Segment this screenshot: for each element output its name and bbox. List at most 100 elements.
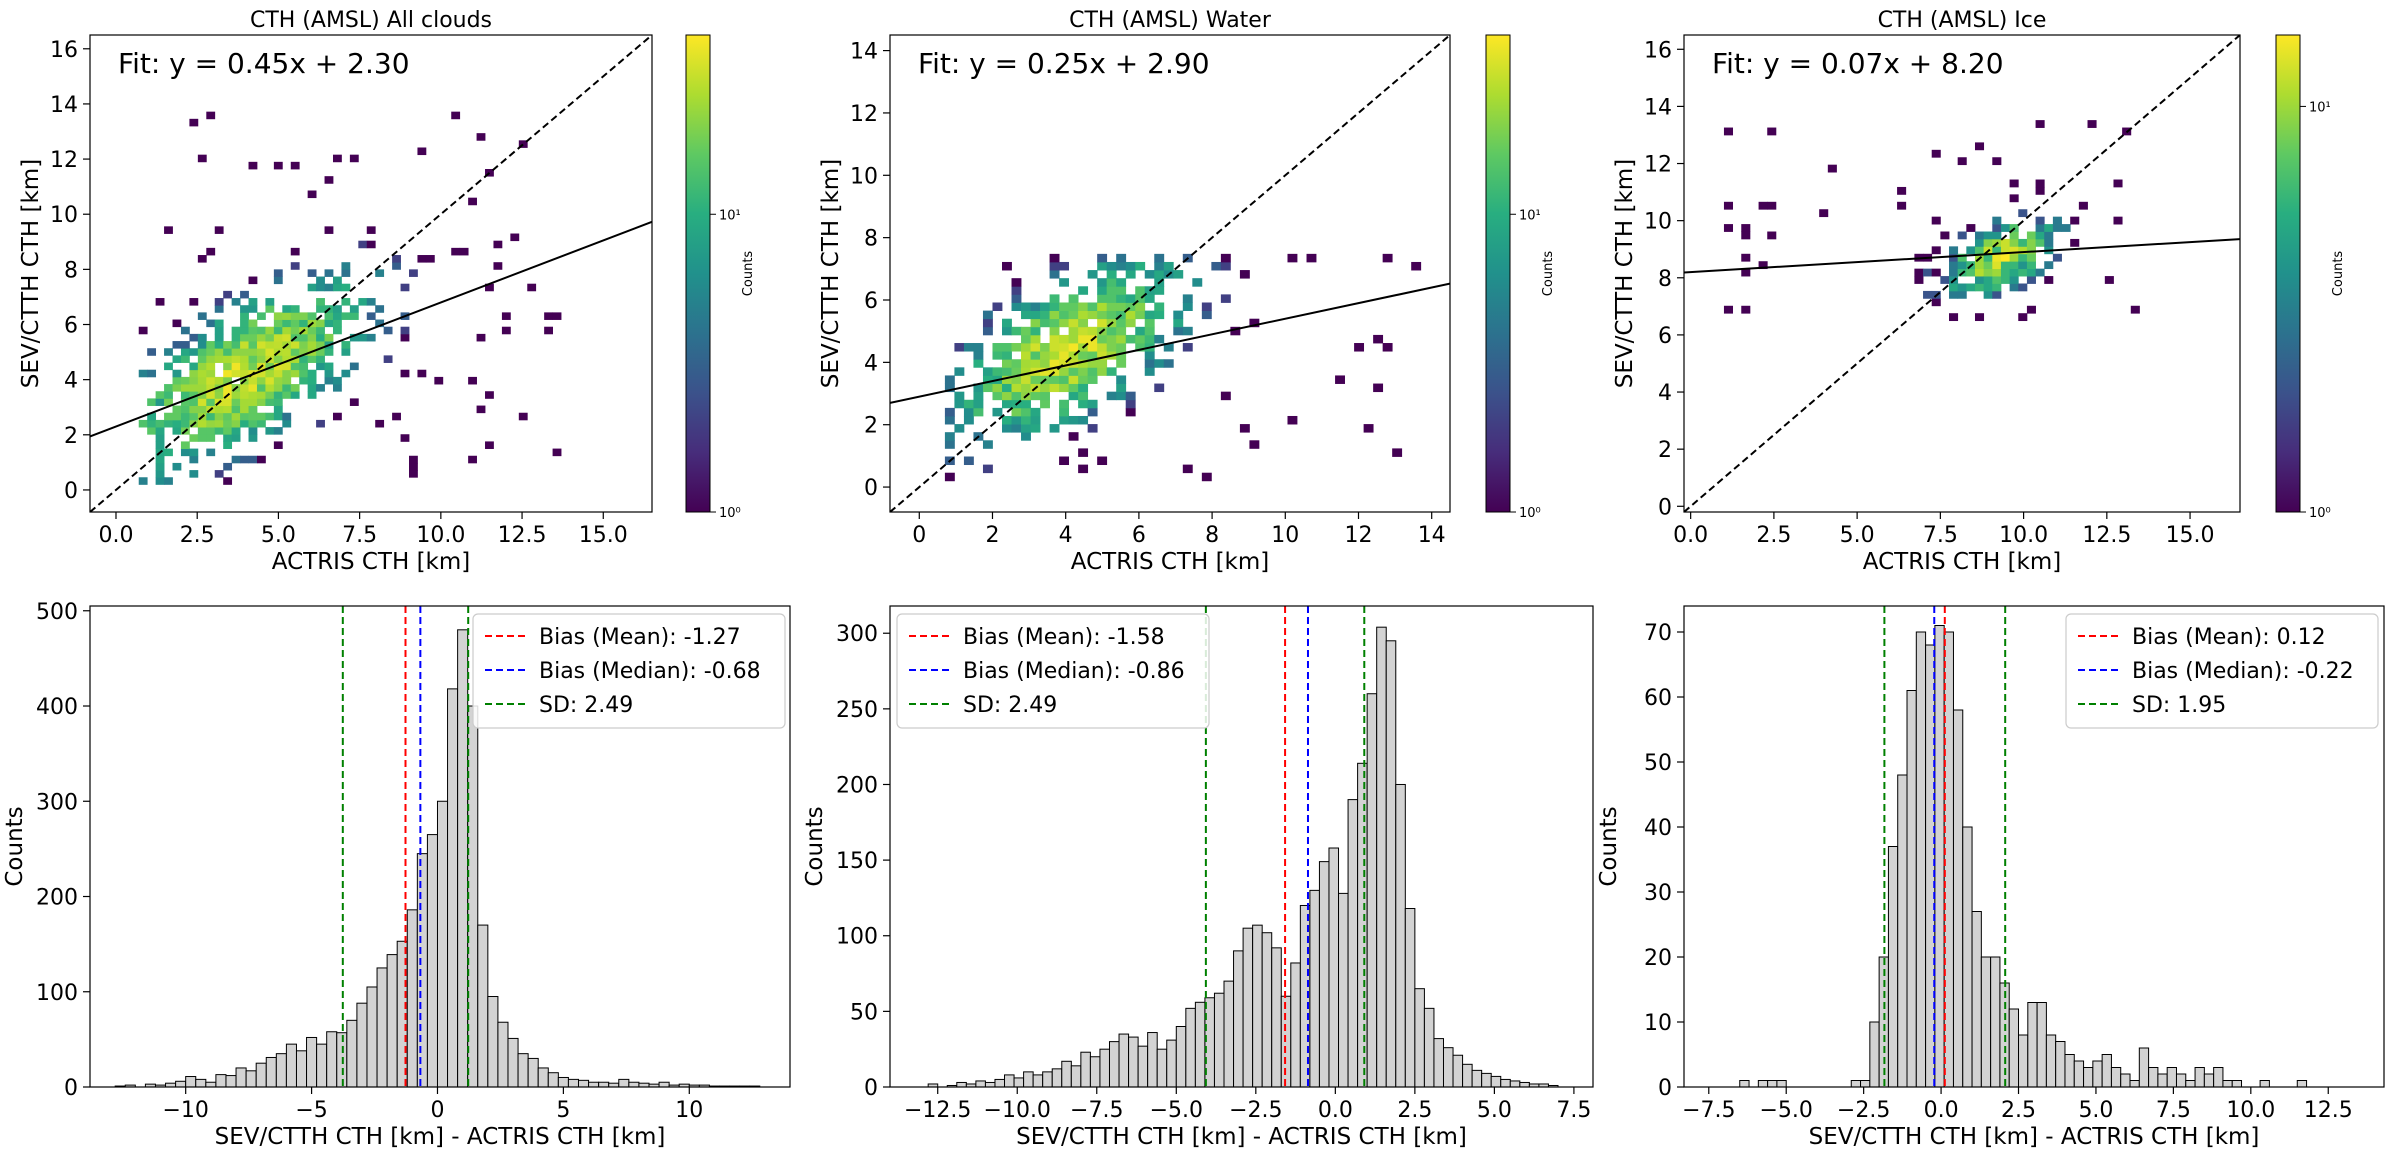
- heatmap-3-cell: [1931, 149, 1941, 158]
- heatmap-1-cell: [273, 398, 283, 406]
- heatmap-1-cell: [468, 376, 477, 385]
- heatmap-1-ytick-label: 6: [64, 314, 78, 339]
- histogram-2-bar: [956, 1081, 967, 1087]
- heatmap-1-cell: [273, 412, 283, 421]
- heatmap-1-cell: [206, 362, 216, 371]
- heatmap-3-cell: [1949, 313, 1959, 322]
- heatmap-3-cell: [1983, 290, 1993, 299]
- heatmap-2-cell: [1068, 432, 1079, 441]
- heatmap-3-cell: [2018, 261, 2028, 270]
- heatmap-1-cell: [240, 391, 249, 399]
- heatmap-3-cell: [1983, 261, 1993, 270]
- heatmap-2-cell: [1201, 472, 1212, 482]
- heatmap-2-cell: [1154, 310, 1165, 320]
- heatmap-1-cell: [256, 398, 266, 406]
- histogram-3-bar: [2045, 1034, 2057, 1087]
- heatmap-1-cell: [417, 369, 427, 378]
- heatmap-2-cell: [1011, 424, 1022, 433]
- heatmap-1-cell: [180, 348, 190, 356]
- heatmap-1-cell: [248, 319, 258, 328]
- histogram-2-bar: [1547, 1084, 1559, 1087]
- heatmap-1-cell: [307, 269, 317, 277]
- histogram-3-ytick-label: 0: [1658, 1076, 1672, 1101]
- histogram-3-bar: [1906, 690, 1917, 1087]
- heatmap-3-cell: [1992, 216, 2002, 225]
- heatmap-1-cell: [383, 355, 393, 363]
- heatmap-2-cell: [1011, 294, 1022, 303]
- heatmap-1-cell: [231, 412, 241, 421]
- heatmap-2-cell: [1011, 326, 1022, 336]
- heatmap-1-cell: [189, 434, 199, 442]
- heatmap-2-cell: [1059, 415, 1070, 425]
- heatmap-2-cell: [963, 407, 974, 417]
- heatmap-1-cell: [273, 427, 283, 435]
- heatmap-2-cell: [1049, 424, 1060, 433]
- heatmap-1-cell: [316, 333, 325, 342]
- histogram-2-bar: [1519, 1081, 1530, 1087]
- heatmap-2-ytick-label: 6: [864, 289, 878, 314]
- heatmap-3-cell: [1949, 253, 1959, 262]
- heatmap-2-cell: [1154, 359, 1165, 368]
- heatmap-3-cell: [2113, 179, 2123, 188]
- heatmap-3-cell: [1974, 238, 1985, 247]
- heatmap-2-cell: [992, 383, 1003, 393]
- heatmap-1-cell: [400, 369, 410, 378]
- heatmap-2-cell: [1059, 334, 1070, 344]
- heatmap-1-cell: [248, 455, 258, 464]
- heatmap-1-cell: [425, 255, 435, 263]
- histogram-2-bar: [1347, 799, 1359, 1087]
- heatmap-1-cell: [341, 262, 351, 270]
- heatmap-1-cell: [180, 384, 190, 392]
- histogram-1-xtick-label: 0: [430, 1098, 444, 1123]
- heatmap-1-cell: [451, 111, 461, 120]
- heatmap-1-cell: [341, 369, 351, 378]
- histogram-2-bar: [1481, 1072, 1492, 1087]
- histogram-1-ytick-label: 400: [36, 695, 78, 720]
- heatmap-1-cell: [248, 434, 258, 442]
- heatmap-1-cell: [265, 427, 275, 435]
- heatmap-1-cell: [332, 283, 342, 292]
- heatmap-1-cell: [392, 262, 401, 270]
- heatmap-1-cell: [273, 333, 283, 342]
- heatmap-3-cell: [2009, 283, 2019, 292]
- heatmap-1-cell: [197, 419, 207, 428]
- heatmap-3-cell: [2035, 216, 2045, 225]
- heatmap-1-cell: [273, 441, 283, 449]
- heatmap-2-cell: [973, 391, 984, 401]
- heatmap-1-cell: [299, 369, 309, 378]
- heatmap-2-cell: [1021, 432, 1031, 441]
- histogram-2-xtick-label: 5.0: [1477, 1098, 1512, 1123]
- heatmap-1-cell: [172, 405, 182, 414]
- heatmap-1-cell: [214, 305, 224, 313]
- heatmap-1-cell: [290, 312, 300, 320]
- heatmap-2-cell: [1335, 375, 1345, 384]
- heatmap-2-cell: [1021, 399, 1031, 409]
- heatmap-2-cell: [1135, 326, 1146, 336]
- heatmap-3-ytick-label: 0: [1658, 495, 1672, 520]
- heatmap-2-cell: [1087, 367, 1098, 376]
- histogram-2-bar: [1290, 962, 1301, 1087]
- histogram-2-legend-label: Bias (Median): -0.86: [963, 659, 1185, 684]
- heatmap-1-cell: [459, 247, 469, 256]
- histogram-2-bar: [1223, 980, 1235, 1087]
- heatmap-1-cell: [189, 333, 199, 342]
- heatmap-2-colorbar: [1485, 34, 1511, 513]
- heatmap-3-cell: [2009, 231, 2019, 240]
- heatmap-2-cell: [1116, 391, 1127, 401]
- heatmap-1-xtick-label: 7.5: [342, 523, 377, 548]
- heatmap-1-xtick-label: 10.0: [416, 523, 465, 548]
- heatmap-1-cell: [248, 341, 258, 349]
- heatmap-1-cell: [172, 427, 182, 435]
- heatmap-1-xtick-label: 0.0: [98, 523, 133, 548]
- heatmap-3-cell: [2130, 305, 2140, 314]
- histogram-2-xtick-label: 7.5: [1556, 1098, 1591, 1123]
- histogram-3-bar: [1990, 956, 2001, 1087]
- heatmap-1-title: CTH (AMSL) All clouds: [250, 8, 492, 33]
- heatmap-1-cell: [409, 455, 418, 464]
- heatmap-1-cell: [214, 391, 224, 399]
- histogram-3-bar: [2092, 1060, 2103, 1087]
- histogram-2-bar: [1108, 1041, 1120, 1087]
- heatmap-1-cell: [197, 391, 207, 399]
- heatmap-1-cell: [282, 326, 292, 335]
- heatmap-1-cell: [248, 355, 258, 363]
